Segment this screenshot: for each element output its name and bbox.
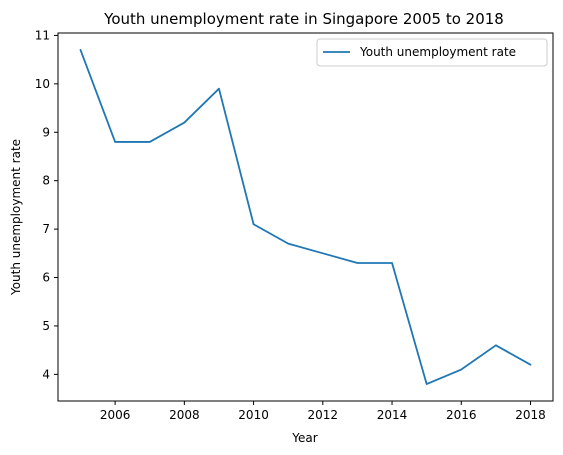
chart-title: Youth unemployment rate in Singapore 200…	[103, 10, 504, 28]
plot-area	[57, 32, 554, 402]
x-axis-label: Year	[291, 431, 317, 445]
legend-label-youth-unemployment-rate: Youth unemployment rate	[359, 45, 516, 59]
x-tick-label-2012: 2012	[308, 408, 339, 422]
x-tick-label-2006: 2006	[100, 408, 131, 422]
y-tick-label-11: 11	[35, 28, 50, 42]
y-tick-label-5: 5	[42, 319, 50, 333]
legend-box	[316, 38, 548, 67]
y-tick-label-10: 10	[35, 77, 50, 91]
x-tick-label-2008: 2008	[169, 408, 200, 422]
y-axis: 4 5 6 7 8 9 10 11	[35, 28, 58, 381]
y-tick-label-4: 4	[42, 367, 50, 381]
y-tick-label-8: 8	[42, 174, 50, 188]
x-tick-label-2016: 2016	[446, 408, 477, 422]
x-tick-label-2014: 2014	[377, 408, 408, 422]
series-line-0	[79, 49, 532, 385]
x-axis: 2006 2008 2010 2012 2014 2016 2018	[100, 401, 546, 422]
y-tick-label-6: 6	[42, 271, 50, 285]
y-axis-label: Youth unemployment rate	[9, 139, 23, 296]
series-layer	[79, 49, 532, 385]
y-tick-label-9: 9	[42, 125, 50, 139]
y-tick-label-7: 7	[42, 222, 50, 236]
x-tick-label-2018: 2018	[515, 408, 546, 422]
x-tick-label-2010: 2010	[238, 408, 269, 422]
legend: Youth unemployment rate	[316, 38, 548, 67]
